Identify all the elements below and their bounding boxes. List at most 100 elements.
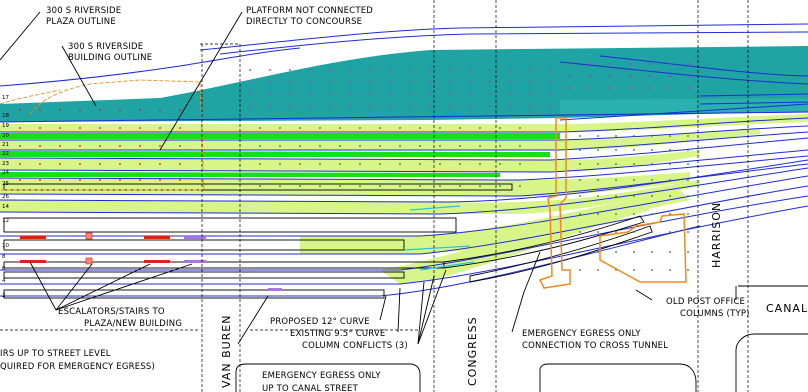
plaza-outline-label-1: 300 S RIVERSIDE: [46, 6, 121, 16]
column-dot: [79, 109, 81, 111]
track-number: 6: [2, 266, 6, 272]
column-dot: [339, 185, 341, 187]
post-office-label-2: COLUMNS (TYP): [680, 309, 750, 319]
column-dot: [409, 69, 411, 71]
column-dot: [549, 105, 551, 107]
column-dot: [549, 93, 551, 95]
egress-canal-label-2: UP TO CANAL STREET: [262, 384, 359, 392]
column-dot: [579, 135, 581, 137]
van-buren-street-label: VAN BUREN: [220, 315, 233, 389]
column-dot: [509, 81, 511, 83]
column-dot: [499, 163, 501, 165]
column-dot: [669, 149, 671, 151]
column-dot: [549, 69, 551, 71]
column-dot: [329, 69, 331, 71]
column-dot: [569, 75, 571, 77]
column-dot: [99, 109, 101, 111]
column-dot: [259, 185, 261, 187]
column-dot: [651, 149, 653, 151]
egress-canal-label-1: EMERGENCY EGRESS ONLY: [262, 371, 381, 381]
column-dot: [119, 109, 121, 111]
column-dot: [629, 63, 631, 65]
green-platform-3: [0, 172, 500, 177]
purple-stairs: [184, 236, 206, 239]
column-dot: [687, 231, 689, 233]
canal-street-label: CANAL: [766, 302, 808, 315]
building-outline-label-2: BUILDING OUTLINE: [68, 53, 152, 63]
post-office-outline: [599, 213, 687, 283]
column-dot: [349, 69, 351, 71]
column-dot: [59, 127, 61, 129]
column-dot: [159, 109, 161, 111]
column-dot: [79, 163, 81, 165]
column-dot: [439, 185, 441, 187]
purple-stairs: [184, 260, 206, 263]
column-dot: [269, 81, 271, 83]
column-dot: [39, 127, 41, 129]
column-dot: [379, 163, 381, 165]
column-dot: [429, 93, 431, 95]
column-dot: [669, 269, 671, 271]
column-dot: [19, 109, 21, 111]
column-dot: [479, 127, 481, 129]
column-dot: [119, 179, 121, 181]
column-dot: [379, 127, 381, 129]
column-dot: [579, 231, 581, 233]
column-dot: [249, 81, 251, 83]
platform-label-2: DIRECTLY TO CONCOURSE: [246, 17, 362, 27]
column-dot: [399, 145, 401, 147]
column-dot: [39, 179, 41, 181]
column-dot: [589, 87, 591, 89]
column-dot: [597, 135, 599, 137]
column-dot: [489, 105, 491, 107]
column-dot: [597, 269, 599, 271]
existing-curve-label: EXISTING 9.5° CURVE: [290, 329, 386, 339]
column-dot: [479, 145, 481, 147]
column-dot: [179, 163, 181, 165]
column-dot: [299, 127, 301, 129]
column-dot: [469, 93, 471, 95]
column-dot: [389, 105, 391, 107]
leader-lines: [0, 11, 653, 345]
column-dot: [369, 81, 371, 83]
column-dot: [119, 163, 121, 165]
column-dot: [649, 75, 651, 77]
column-dot: [633, 269, 635, 271]
column-dot: [419, 163, 421, 165]
column-dot: [179, 179, 181, 181]
column-dot: [139, 109, 141, 111]
column-dot: [59, 145, 61, 147]
egress-tunnel-outline: [538, 117, 571, 289]
track-number: 19: [2, 123, 9, 129]
column-dot: [259, 127, 261, 129]
column-dot: [669, 231, 671, 233]
column-dot: [459, 127, 461, 129]
track-number: 18: [2, 113, 9, 119]
column-dot: [419, 127, 421, 129]
column-dot: [689, 75, 691, 77]
column-dot: [139, 127, 141, 129]
column-dot: [419, 145, 421, 147]
column-dot: [649, 63, 651, 65]
column-dot: [569, 63, 571, 65]
track-number: 26: [2, 194, 9, 200]
column-dot: [439, 145, 441, 147]
column-dot: [479, 163, 481, 165]
column-dot: [139, 145, 141, 147]
column-dot: [249, 105, 251, 107]
column-dot: [429, 69, 431, 71]
column-dot: [459, 145, 461, 147]
column-dot: [529, 81, 531, 83]
column-dot: [687, 163, 689, 165]
column-dot: [489, 93, 491, 95]
column-dot: [579, 163, 581, 165]
column-dot: [119, 127, 121, 129]
column-dot: [633, 135, 635, 137]
column-dot: [669, 251, 671, 253]
column-dot: [687, 251, 689, 253]
column-dot: [429, 105, 431, 107]
column-dot: [489, 81, 491, 83]
building-outline: [0, 79, 205, 191]
column-dot: [597, 231, 599, 233]
column-dot: [289, 81, 291, 83]
